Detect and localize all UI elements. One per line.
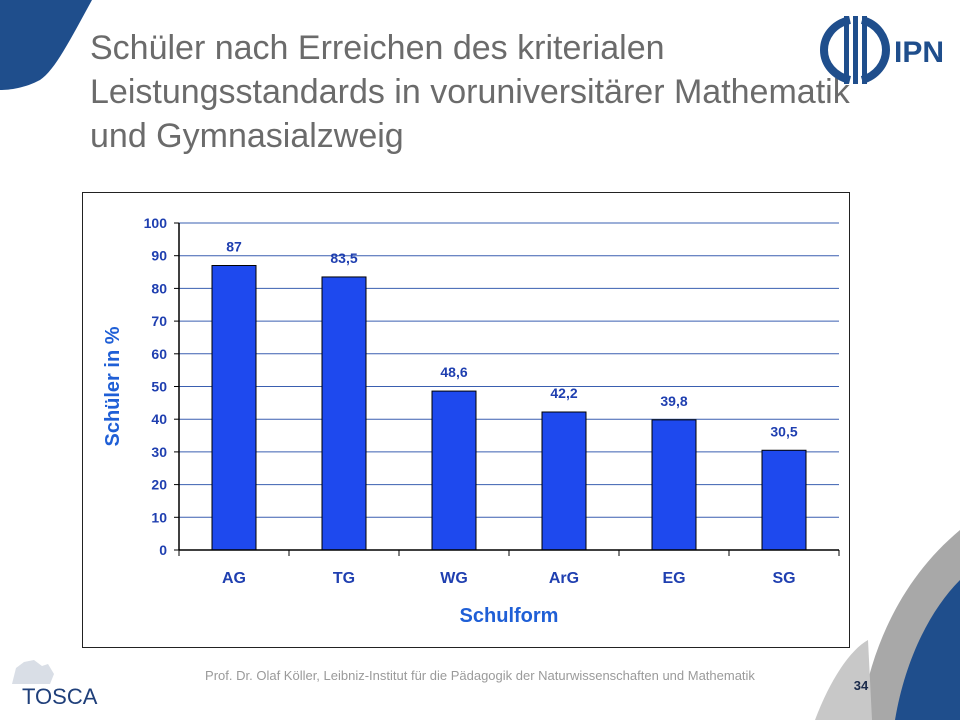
ipn-logo-text: IPN [894, 36, 944, 69]
chart-container: 0 10 20 30 40 50 60 70 80 90 100 87 83,5 48,6 42,2 39,… [82, 192, 850, 648]
x-axis-ticks: AG TG WG ArG EG SG [178, 550, 840, 587]
value-labels: 87 83,5 48,6 42,2 39,8 30,5 [226, 239, 798, 440]
y-tick-label: 100 [144, 215, 168, 231]
data-label: 83,5 [330, 250, 357, 266]
y-tick-label: 0 [159, 542, 167, 558]
bar-tg [321, 276, 367, 551]
bar-wg [431, 390, 477, 551]
data-label: 42,2 [550, 385, 577, 401]
bar-eg [651, 419, 697, 551]
x-tick-label: ArG [549, 570, 579, 587]
x-tick-label: AG [222, 570, 246, 587]
y-axis-ticks: 0 10 20 30 40 50 60 70 80 90 100 [144, 215, 179, 558]
tosca-logo [12, 660, 54, 684]
x-axis-label: Schulform [460, 605, 559, 627]
page-number: 34 [853, 678, 869, 693]
footer-text: Prof. Dr. Olaf Köller, Leibniz-Institut … [205, 668, 755, 683]
gridlines [179, 222, 839, 518]
bar-chart: 0 10 20 30 40 50 60 70 80 90 100 87 83,5 48,6 42,2 39,… [102, 215, 840, 627]
y-tick-label: 70 [151, 313, 167, 329]
bar-ag [211, 265, 257, 551]
y-tick-label: 20 [151, 477, 167, 493]
y-tick-label: 40 [151, 411, 167, 427]
top-left-swoosh [0, 0, 92, 90]
y-tick-label: 60 [151, 346, 167, 362]
bar-arg [541, 411, 587, 551]
y-tick-label: 90 [151, 248, 167, 264]
data-label: 87 [226, 239, 242, 255]
bottom-right-light-swoosh [815, 640, 872, 720]
x-tick-label: WG [440, 570, 468, 587]
y-tick-label: 80 [151, 280, 167, 296]
y-tick-label: 10 [151, 509, 167, 525]
bars [211, 265, 807, 551]
bar-sg [761, 449, 807, 551]
y-axis-label: Schüler in % [102, 326, 124, 446]
x-tick-label: EG [662, 570, 685, 587]
data-label: 39,8 [660, 393, 687, 409]
x-tick-label: TG [333, 570, 355, 587]
data-label: 48,6 [440, 364, 467, 380]
data-label: 30,5 [770, 423, 797, 439]
page-title: Schüler nach Erreichen des kriterialen L… [90, 29, 850, 155]
x-tick-label: SG [772, 570, 795, 587]
y-tick-label: 50 [151, 379, 167, 395]
tosca-logo-text: TOSCA [22, 684, 98, 709]
bottom-right-blue-swoosh [895, 580, 960, 720]
y-tick-label: 30 [151, 444, 167, 460]
ipn-logo: IPN [820, 16, 944, 84]
